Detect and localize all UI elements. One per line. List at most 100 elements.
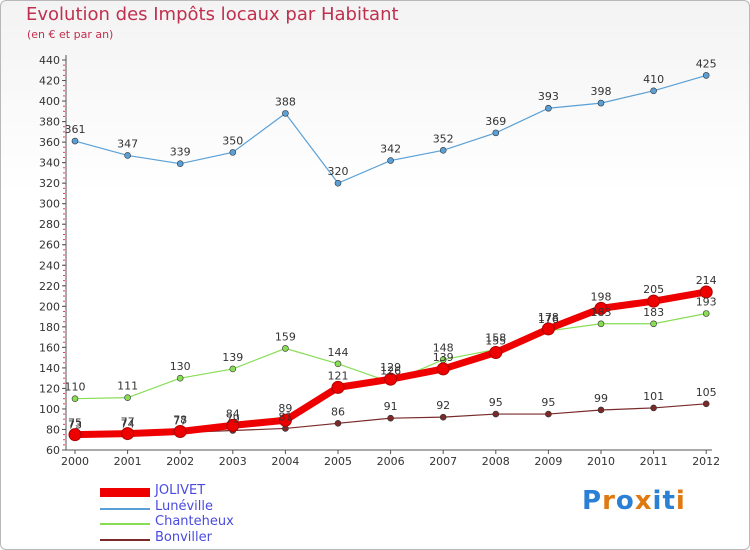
- series-chanteheux-point: [334, 360, 342, 368]
- legend-swatch: [100, 538, 150, 541]
- series-jolivet-data-label: 129: [380, 361, 401, 374]
- y-tick-label: 160: [39, 341, 60, 354]
- series-lun-ville-data-label: 350: [222, 134, 243, 147]
- y-tick-label: 120: [39, 382, 60, 395]
- series-chanteheux-data-label: 139: [222, 351, 243, 364]
- x-tick-label: 2002: [166, 455, 194, 468]
- x-tick-label: 2007: [429, 455, 457, 468]
- series-jolivet-data-label: 78: [173, 414, 187, 427]
- series-bonviller-data-label: 73: [68, 419, 82, 432]
- y-tick-label: 240: [39, 259, 60, 272]
- series-jolivet-point: [68, 428, 82, 442]
- y-tick-label: 220: [39, 280, 60, 293]
- y-tick-label: 380: [39, 116, 60, 129]
- legend-label: Chanteheux: [155, 514, 234, 529]
- series-lun-ville-data-label: 393: [538, 90, 559, 103]
- series-lun-ville-data-label: 320: [328, 165, 349, 178]
- y-tick-label: 140: [39, 362, 60, 375]
- series-jolivet-point: [384, 372, 398, 386]
- chart-title: Evolution des Impôts locaux par Habitant: [26, 4, 399, 25]
- series-jolivet-data-label: 77: [121, 416, 135, 429]
- y-tick-label: 300: [39, 198, 60, 211]
- series-chanteheux-data-label: 183: [643, 306, 664, 319]
- series-lun-ville-point: [702, 72, 710, 79]
- series-chanteheux-point: [124, 394, 131, 401]
- x-tick-label: 2009: [534, 455, 562, 468]
- series-jolivet-point: [331, 380, 345, 394]
- series-lun-ville-data-label: 369: [485, 115, 506, 128]
- series-jolivet-point: [226, 418, 240, 432]
- series-jolivet-point: [489, 346, 503, 359]
- y-tick-label: 280: [39, 218, 60, 231]
- series-jolivet-data-label: 214: [696, 274, 717, 287]
- series-chanteheux-line: [74, 312, 707, 400]
- series-jolivet-point: [436, 362, 450, 376]
- y-tick-label: 180: [39, 321, 60, 334]
- series-lun-ville-point: [282, 110, 289, 117]
- series-chanteheux-point: [702, 310, 710, 317]
- series-jolivet-data-label: 178: [538, 311, 559, 324]
- x-tick-label: 2008: [482, 455, 510, 468]
- series-bonviller-point: [492, 410, 500, 418]
- series-chanteheux-data-label: 110: [65, 381, 86, 394]
- series-lun-ville-point: [71, 137, 79, 145]
- series-lun-ville-point: [124, 152, 131, 159]
- y-tick-label: 440: [39, 54, 60, 67]
- series-bonviller-data-label: 101: [643, 390, 664, 403]
- series-lun-ville-data-label: 347: [117, 137, 138, 150]
- y-tick-label: 420: [39, 75, 60, 88]
- legend-label: JOLIVET: [155, 483, 206, 498]
- proxiti-logo: Proxiti: [582, 486, 686, 516]
- series-lun-ville-point: [650, 87, 657, 95]
- series-jolivet-data-label: 89: [278, 402, 292, 415]
- series-bonviller-data-label: 74: [121, 418, 135, 431]
- series-bonviller-data-label: 95: [541, 396, 555, 409]
- series-chanteheux-data-label: 176: [538, 313, 559, 326]
- series-chanteheux-point: [282, 345, 289, 352]
- series-jolivet-data-label: 84: [226, 407, 240, 420]
- series-jolivet-data-label: 139: [433, 351, 454, 364]
- legend-swatch: [100, 523, 150, 525]
- series-bonviller-data-label: 92: [436, 399, 450, 412]
- x-tick-label: 2003: [219, 455, 247, 468]
- y-tick-label: 400: [39, 95, 60, 108]
- x-tick-label: 2006: [377, 455, 405, 468]
- series-chanteheux-point: [176, 374, 184, 382]
- series-chanteheux-point: [229, 365, 237, 373]
- series-chanteheux-data-label: 111: [117, 380, 138, 393]
- series-chanteheux-point: [71, 395, 79, 402]
- series-jolivet-point: [278, 413, 292, 427]
- series-chanteheux-data-label: 148: [433, 342, 454, 355]
- series-bonviller-point: [545, 410, 552, 418]
- y-tick-label: 80: [46, 423, 60, 436]
- legend-swatch: [100, 488, 150, 497]
- x-tick-label: 2001: [114, 455, 142, 468]
- series-bonviller-point: [702, 400, 710, 408]
- series-chanteheux-data-label: 130: [170, 360, 191, 373]
- series-jolivet-data-label: 155: [485, 335, 506, 348]
- series-jolivet-point: [173, 425, 187, 439]
- series-lun-ville-data-label: 342: [380, 143, 401, 156]
- y-tick-label: 60: [46, 444, 60, 457]
- series-lun-ville-data-label: 388: [275, 95, 296, 108]
- series-jolivet-data-label: 75: [68, 417, 82, 430]
- legend-label: Lunéville: [155, 498, 214, 514]
- series-jolivet-point: [541, 322, 555, 336]
- series-lun-ville-data-label: 352: [433, 132, 454, 145]
- series-chanteheux-data-label: 144: [328, 346, 349, 359]
- series-chanteheux-point: [650, 320, 657, 328]
- series-jolivet-data-label: 205: [643, 283, 664, 296]
- series-chanteheux-data-label: 158: [485, 331, 506, 344]
- series-bonviller-point: [387, 414, 394, 422]
- series-lun-ville-line: [74, 74, 707, 184]
- series-bonviller-data-label: 77: [173, 415, 187, 428]
- x-tick-label: 2005: [324, 455, 352, 468]
- series-chanteheux-data-label: 183: [591, 306, 612, 319]
- series-lun-ville-data-label: 398: [591, 85, 612, 98]
- x-tick-label: 2000: [61, 455, 89, 468]
- x-tick-label: 2010: [587, 455, 615, 468]
- series-chanteheux-data-label: 159: [275, 330, 296, 343]
- series-bonviller-data-label: 91: [384, 400, 398, 413]
- series-jolivet-point: [594, 301, 608, 315]
